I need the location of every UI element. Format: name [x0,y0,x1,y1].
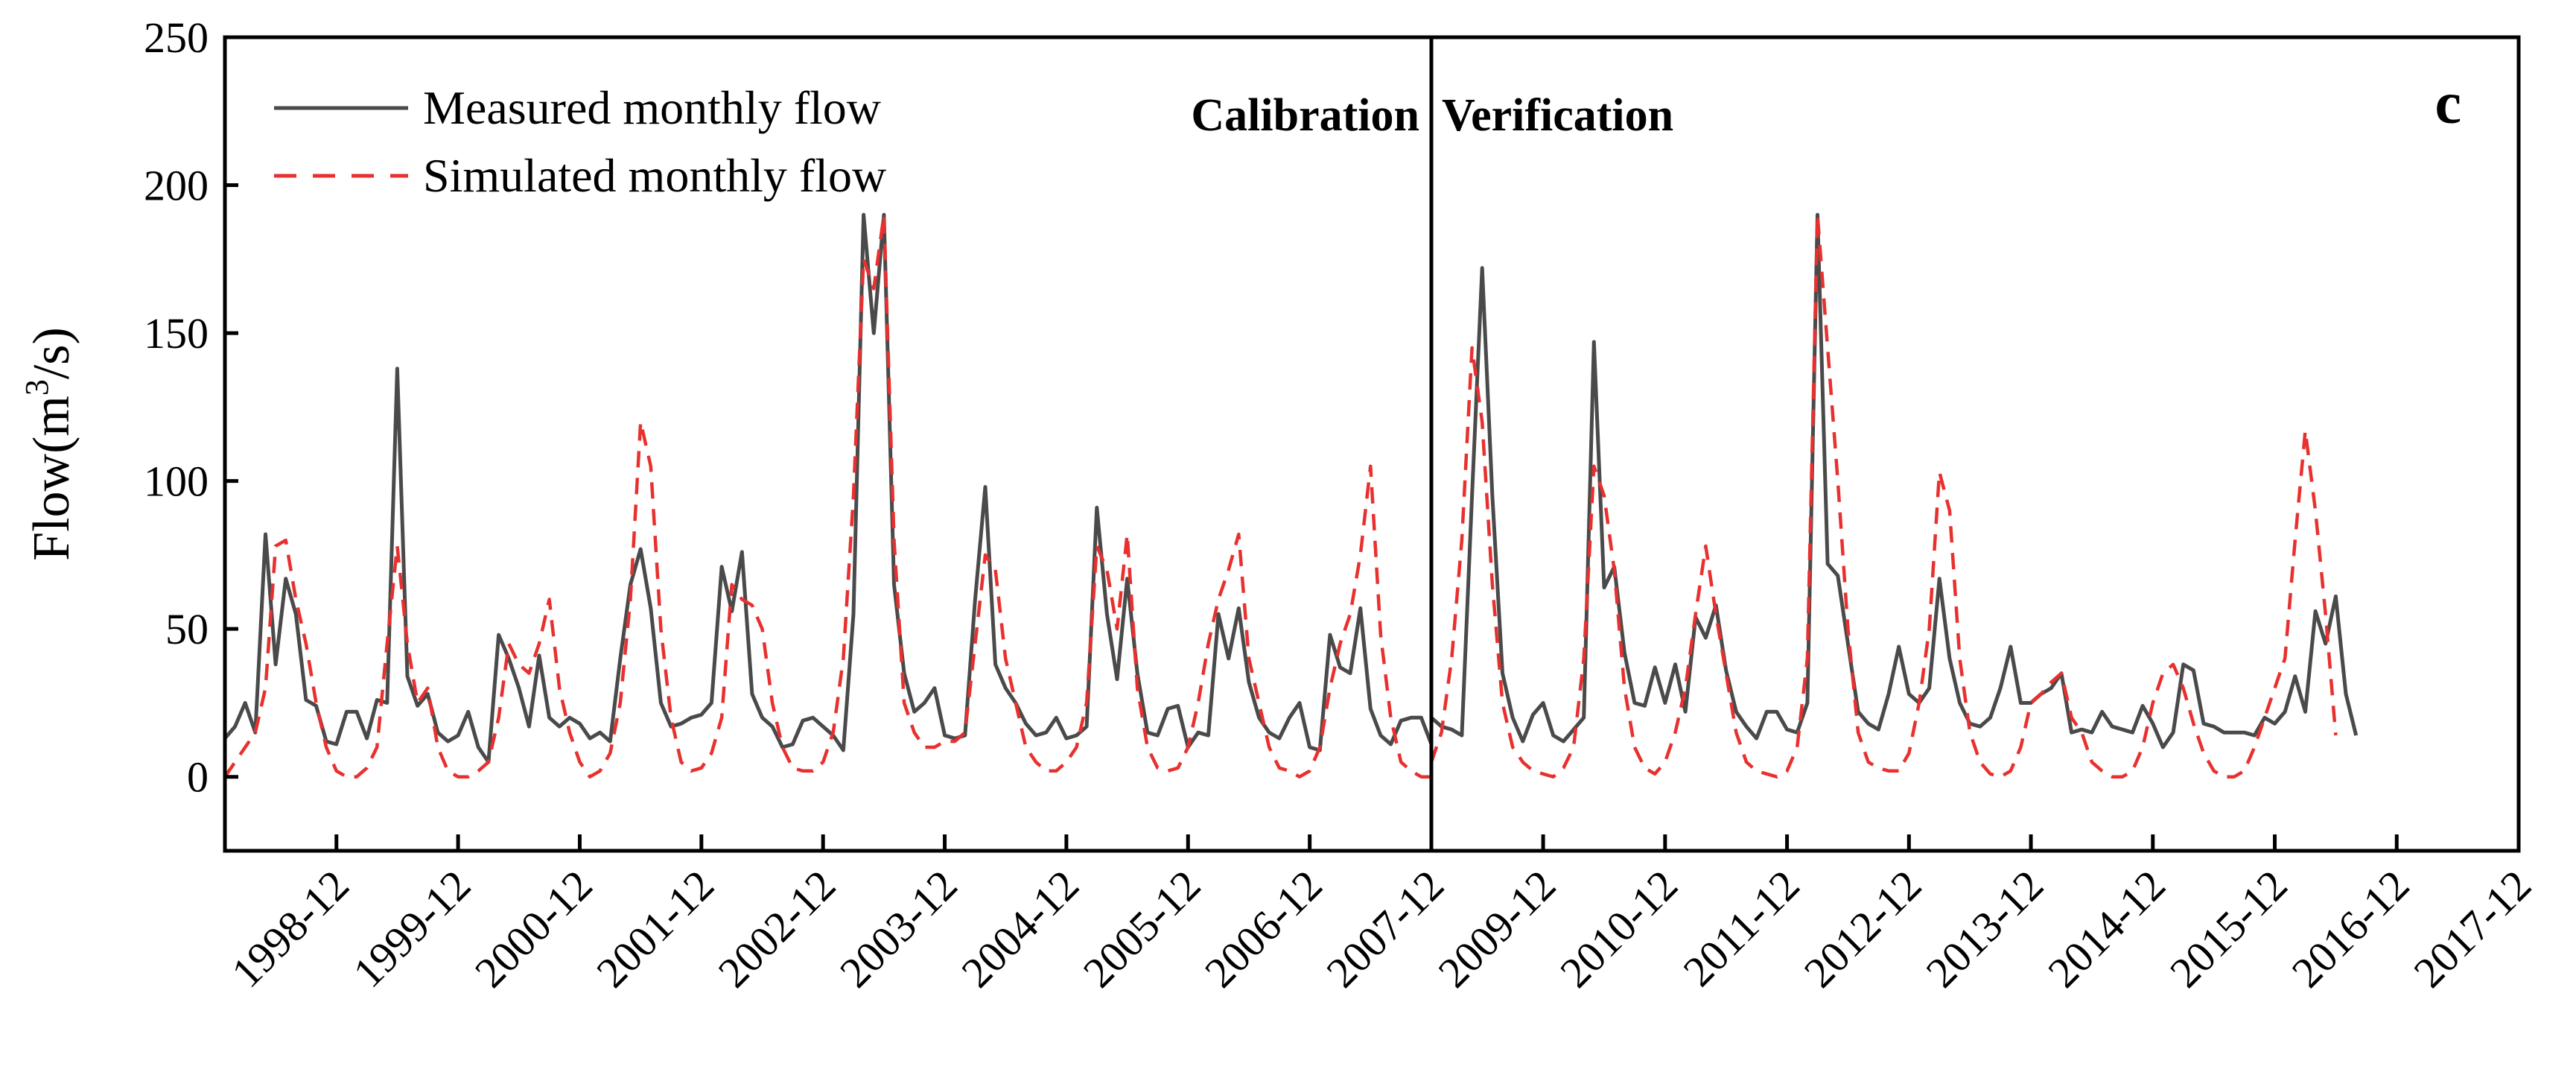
simulated-flow-line-calibration [223,213,1431,779]
x-tick-label: 2001-12 [587,860,723,997]
y-tick-label: 0 [187,753,209,802]
x-tick-label: 2014-12 [2038,860,2175,997]
x-tick-label: 2012-12 [1795,860,1931,997]
plot-lines [223,212,2359,779]
y-axis-title-unit: /s) [23,327,80,379]
x-tick-label: 2000-12 [465,860,602,997]
y-tick-label: 100 [144,457,209,506]
y-tick-label: 50 [165,605,209,653]
verification-label: Verification [1442,90,1673,141]
panel-label: c [2435,71,2461,136]
x-tick-label: 2009-12 [1429,860,1565,997]
measured-flow-line-verification [1430,212,2359,749]
simulated-flow-line-verification [1429,213,2338,779]
y-axis-title: Flow(m3/s) [19,327,80,561]
legend: Measured monthly flow Simulated monthly … [274,81,886,202]
y-tick-label: 200 [144,162,209,210]
x-tick-label: 2013-12 [1917,860,2053,997]
x-tick-label: 1999-12 [344,860,480,997]
y-tick-label: 250 [144,13,209,62]
x-tick-label: 2002-12 [709,860,845,997]
y-axis: 0 50 100 150 200 250 [144,13,238,802]
x-tick-label: 2011-12 [1674,860,1809,995]
x-tick-label: 2010-12 [1551,860,1687,997]
x-tick-label: 1998-12 [222,860,358,997]
x-tick-label: 2007-12 [1317,860,1454,997]
calibration-label: Calibration [1191,90,1419,141]
x-tick-label: 2016-12 [2283,860,2419,997]
legend-label-measured: Measured monthly flow [423,81,881,134]
y-axis-title-superscript: 3 [19,379,55,396]
x-tick-label: 2003-12 [830,860,967,997]
x-tick-label: 2005-12 [1074,860,1210,997]
x-tick-label: 2004-12 [952,860,1088,997]
x-tick-label: 2006-12 [1195,860,1332,997]
plot-frame [223,35,2521,853]
measured-flow-line-calibration [223,212,1434,764]
legend-label-simulated: Simulated monthly flow [423,149,886,202]
y-axis-title-text: Flow(m [23,396,80,561]
y-tick-label: 150 [144,309,209,358]
x-axis: 1998-121999-122000-122001-122002-122003-… [222,834,2540,997]
x-tick-label: 2017-12 [2405,860,2541,997]
x-tick-label: 2015-12 [2160,860,2297,997]
